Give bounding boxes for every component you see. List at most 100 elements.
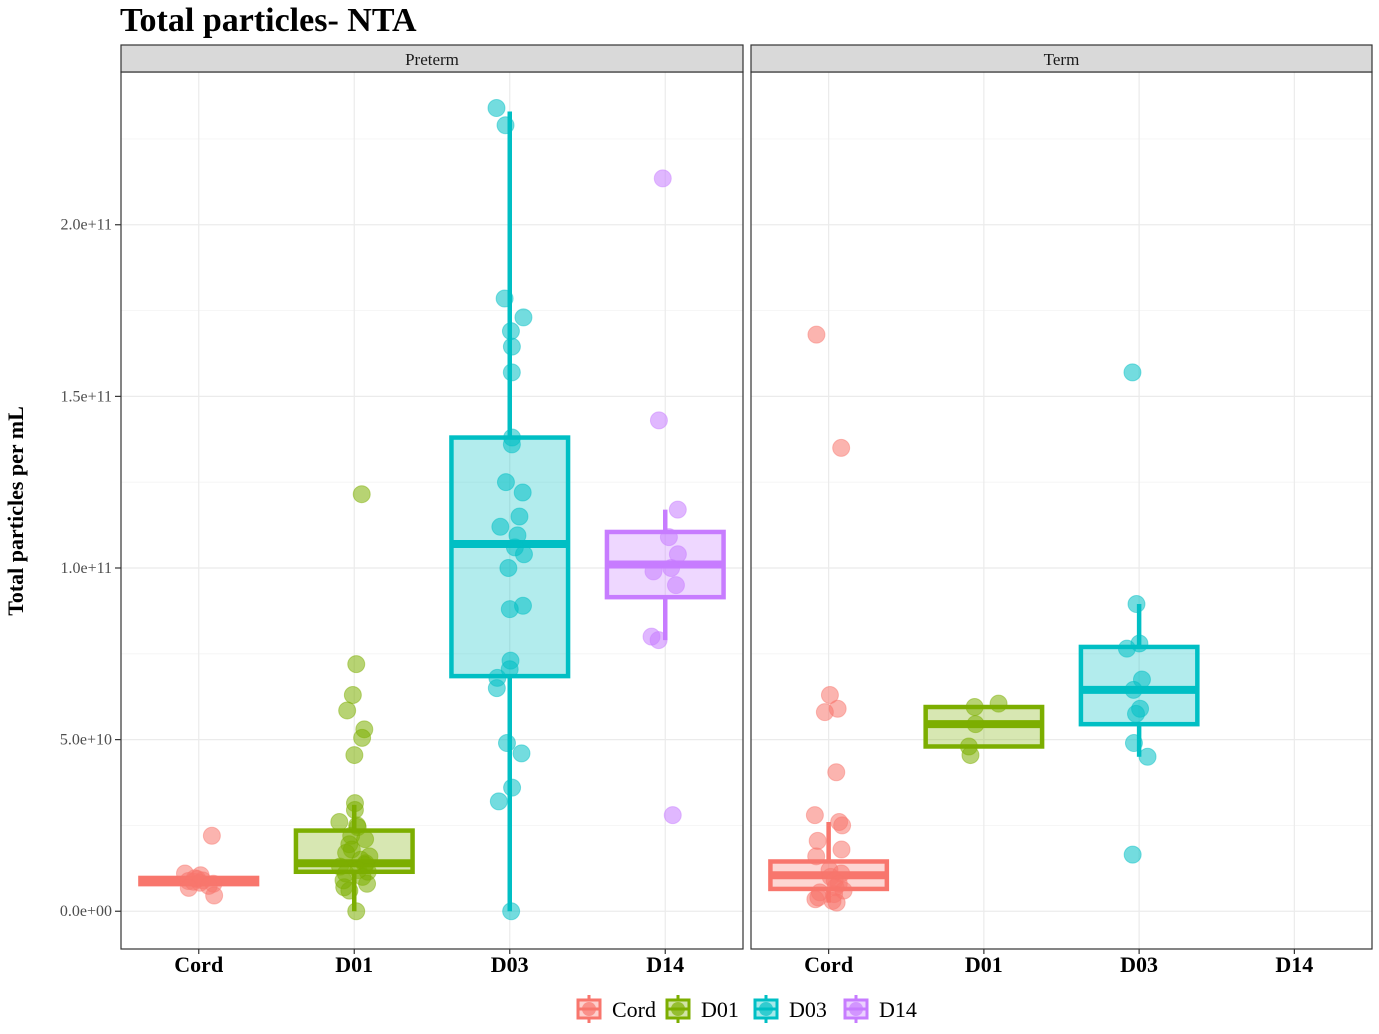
x-tick-label: Cord bbox=[804, 952, 853, 977]
y-tick-label: 5.0e+10 bbox=[60, 732, 112, 749]
data-point bbox=[827, 763, 846, 782]
data-point bbox=[832, 438, 851, 457]
data-point bbox=[1124, 680, 1143, 699]
data-point bbox=[353, 728, 372, 747]
legend-label: Cord bbox=[612, 997, 656, 1022]
legend-label: D01 bbox=[701, 997, 739, 1022]
data-point bbox=[815, 703, 834, 722]
data-point bbox=[662, 558, 681, 577]
legend: Cord D01 D03 D14 bbox=[576, 995, 917, 1023]
data-point bbox=[205, 886, 224, 905]
data-point bbox=[502, 363, 521, 382]
data-point bbox=[805, 806, 824, 825]
data-point bbox=[514, 308, 533, 327]
data-point bbox=[1126, 704, 1145, 723]
data-point bbox=[202, 826, 221, 845]
data-point bbox=[1123, 363, 1142, 382]
x-tick-label: D01 bbox=[965, 952, 1003, 977]
data-point bbox=[833, 816, 852, 835]
y-tick-label: 1.0e+11 bbox=[60, 560, 112, 577]
data-point bbox=[500, 600, 519, 619]
data-point bbox=[513, 483, 532, 502]
data-point bbox=[356, 830, 375, 849]
facet-strip bbox=[120, 44, 744, 73]
data-point bbox=[1127, 595, 1146, 614]
data-point bbox=[338, 701, 357, 720]
data-point bbox=[514, 545, 533, 564]
data-point bbox=[808, 831, 827, 850]
y-tick-label: 2.0e+11 bbox=[60, 217, 112, 234]
chart-title: Total particles- NTA bbox=[120, 2, 417, 39]
data-point bbox=[487, 99, 506, 118]
data-point bbox=[668, 545, 687, 564]
y-tick-label: 0.0e+00 bbox=[60, 903, 112, 920]
data-point bbox=[358, 874, 377, 893]
data-point bbox=[496, 116, 515, 135]
data-point bbox=[961, 746, 980, 765]
x-tick-label: D14 bbox=[1275, 952, 1313, 977]
data-point bbox=[965, 698, 984, 717]
data-point bbox=[827, 893, 846, 912]
panel-border bbox=[120, 71, 744, 950]
data-point bbox=[966, 715, 985, 734]
data-point bbox=[487, 679, 506, 698]
data-point bbox=[820, 685, 839, 704]
data-point bbox=[807, 847, 826, 866]
data-point bbox=[497, 734, 516, 753]
facet-strip-label: Preterm bbox=[405, 50, 459, 69]
data-point bbox=[340, 881, 359, 900]
group-term-d03 bbox=[1078, 363, 1200, 864]
data-point bbox=[832, 840, 851, 859]
group-preterm-d01 bbox=[293, 485, 415, 921]
y-tick-label: 1.5e+11 bbox=[60, 388, 112, 405]
data-point bbox=[502, 435, 521, 454]
legend-item-d14: D14 bbox=[843, 995, 917, 1023]
legend-key-point bbox=[582, 1002, 596, 1016]
panel-term: Term Cord D01 D03 D14 bbox=[750, 44, 1373, 977]
data-point bbox=[1123, 845, 1142, 864]
data-point bbox=[500, 660, 519, 679]
y-axis-ticks: 0.0e+00 5.0e+10 1.0e+11 1.5e+11 2.0e+11 bbox=[60, 217, 121, 920]
box bbox=[449, 435, 571, 679]
x-tick-label: D03 bbox=[1120, 952, 1158, 977]
data-point bbox=[496, 473, 515, 492]
data-point bbox=[659, 528, 678, 547]
data-point bbox=[512, 744, 531, 763]
data-point bbox=[345, 800, 364, 819]
data-point bbox=[989, 694, 1008, 713]
legend-key-point bbox=[759, 1002, 773, 1016]
data-point bbox=[644, 562, 663, 581]
panel-preterm: Preterm Cord D01 D03 D14 bbox=[120, 44, 744, 977]
data-point bbox=[649, 631, 668, 650]
legend-key-point bbox=[849, 1002, 863, 1016]
legend-label: D14 bbox=[879, 997, 917, 1022]
data-point bbox=[653, 169, 672, 188]
data-point bbox=[1124, 734, 1143, 753]
legend-item-d01: D01 bbox=[665, 995, 739, 1023]
facet-strip-label: Term bbox=[1044, 50, 1080, 69]
data-point bbox=[343, 685, 362, 704]
data-point bbox=[489, 792, 508, 811]
data-point bbox=[347, 902, 366, 921]
x-tick-label: Cord bbox=[174, 952, 223, 977]
y-axis-label: Total particles per mL bbox=[3, 406, 28, 616]
data-point bbox=[807, 325, 826, 344]
data-point bbox=[330, 812, 349, 831]
data-point bbox=[649, 411, 668, 430]
legend-key-point bbox=[671, 1002, 685, 1016]
x-tick-label: D14 bbox=[646, 952, 684, 977]
legend-item-cord: Cord bbox=[576, 995, 656, 1023]
group-preterm-d03 bbox=[449, 99, 571, 921]
data-point bbox=[352, 485, 371, 504]
x-tick-label: D03 bbox=[491, 952, 529, 977]
facet-strip bbox=[750, 44, 1373, 73]
data-point bbox=[668, 500, 687, 519]
x-tick-label: D01 bbox=[335, 952, 373, 977]
data-point bbox=[502, 337, 521, 356]
data-point bbox=[806, 890, 825, 909]
group-term-d01 bbox=[923, 694, 1045, 765]
legend-label: D03 bbox=[789, 997, 827, 1022]
group-preterm-cord bbox=[138, 826, 260, 905]
data-point bbox=[345, 746, 364, 765]
